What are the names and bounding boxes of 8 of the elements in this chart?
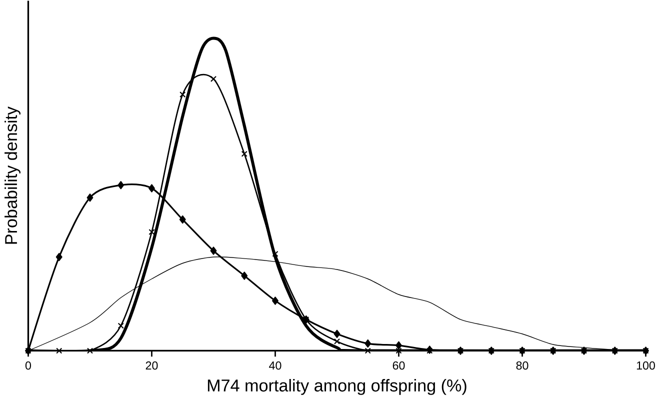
x-tick-label: 40 <box>269 362 282 370</box>
x-tick-label: 0 <box>25 362 32 370</box>
x-tick-label: 20 <box>146 362 158 370</box>
x-tick-label: 60 <box>392 362 405 370</box>
x-axis-title: M74 mortality among offspring (%) <box>208 379 466 396</box>
x-tick-label: 80 <box>516 362 528 370</box>
x-tick-label: 100 <box>636 362 655 370</box>
y-axis-title: Probability density <box>4 106 20 244</box>
